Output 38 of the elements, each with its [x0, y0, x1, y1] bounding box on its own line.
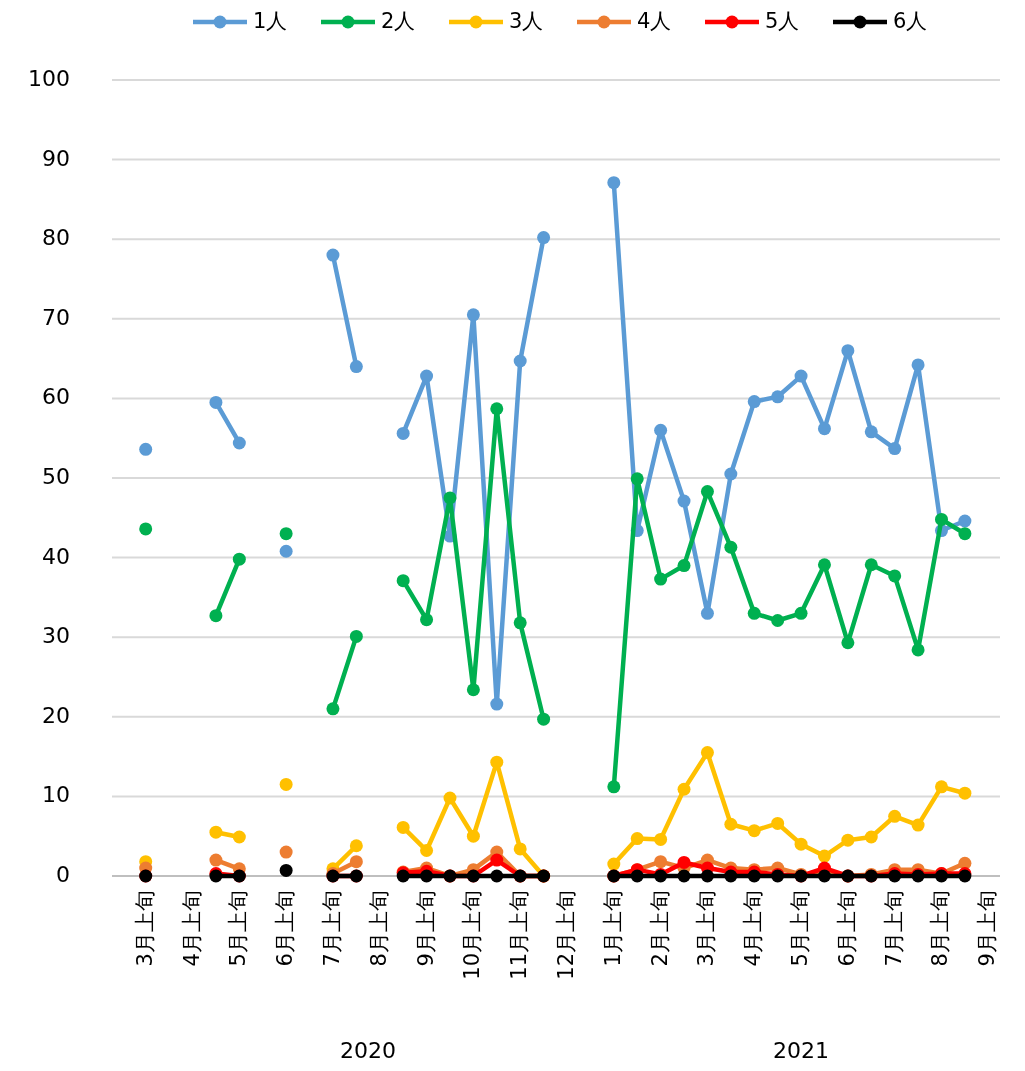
y-tick-label: 20	[42, 702, 70, 728]
y-tick-label: 0	[56, 862, 70, 887]
x-tick-label: 1月上旬	[600, 890, 625, 967]
x-tick-label: 9月上旬	[413, 890, 438, 967]
y-tick-label: 60	[42, 384, 70, 410]
x-tick-label: 9月上旬	[975, 890, 1000, 967]
x-tick-label: 3月上旬	[694, 890, 719, 967]
legend-label: 2人	[381, 9, 416, 33]
x-tick-label: 4月上旬	[179, 890, 204, 967]
y-tick-label: 100	[28, 66, 70, 91]
legend-label: 1人	[253, 9, 288, 33]
x-tick-label: 8月上旬	[366, 890, 391, 967]
x-tick-label: 5月上旬	[226, 890, 251, 967]
x-tick-label: 8月上旬	[928, 890, 953, 967]
legend-label: 6人	[893, 9, 928, 33]
text: 2021	[773, 1038, 830, 1063]
x-tick-label: 7月上旬	[319, 890, 344, 967]
y-tick-label: 50	[42, 464, 70, 489]
y-tick-label: 30	[42, 623, 70, 649]
legend-label: 3人	[509, 9, 544, 33]
legend-label: 4人	[637, 9, 672, 33]
legend-label: 5人	[765, 9, 800, 33]
x-tick-label: 10月上旬	[460, 890, 485, 980]
x-tick-label: 5月上旬	[788, 890, 813, 967]
x-tick-label: 2月上旬	[647, 890, 672, 967]
x-tick-label: 3月上旬	[132, 890, 157, 967]
y-tick-label: 80	[42, 225, 70, 251]
text: 2020	[340, 1038, 397, 1063]
x-tick-label: 6月上旬	[834, 890, 859, 967]
y-tick-label: 90	[42, 145, 70, 171]
y-tick-label: 70	[42, 304, 70, 330]
x-tick-label: 4月上旬	[741, 890, 766, 967]
y-tick-label: 40	[42, 543, 70, 569]
x-tick-label: 6月上旬	[273, 890, 298, 967]
y-tick-label: 10	[42, 782, 70, 808]
x-tick-label: 11月上旬	[507, 890, 532, 980]
x-tick-label: 12月上旬	[554, 890, 578, 980]
x-tick-label: 7月上旬	[881, 890, 906, 967]
